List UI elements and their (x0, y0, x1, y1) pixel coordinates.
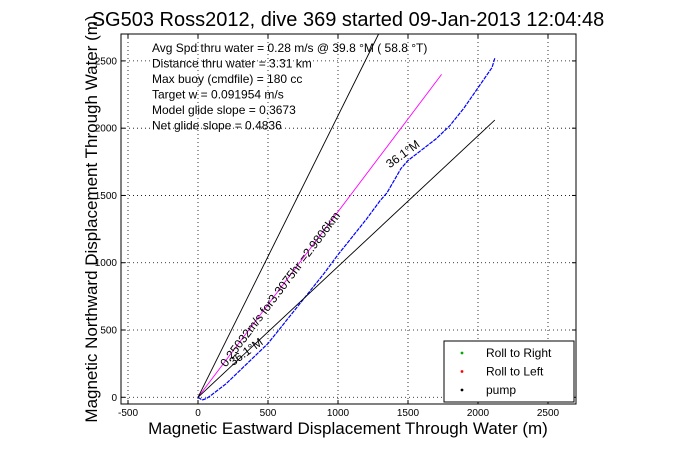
reference-line (197, 119, 496, 398)
y-tick-label: 1000 (95, 258, 118, 269)
info-line: Net glide slope = 0.4836 (152, 119, 282, 133)
x-tick-label: -500 (118, 408, 138, 419)
x-tick-label: 2500 (537, 408, 560, 419)
info-line: Target w = 0.091954 m/s (152, 88, 284, 102)
y-tick-labels: 0 500 1000 1500 2000 2500 (95, 56, 118, 403)
grid-lines (121, 34, 576, 404)
legend-marker (460, 351, 464, 355)
x-tick-label: 2000 (467, 408, 490, 419)
reference-line (197, 74, 442, 398)
legend-marker (460, 370, 464, 373)
info-line: Model glide slope = 0.3673 (152, 103, 296, 117)
legend-entry-label: Roll to Left (486, 365, 544, 379)
info-line: Max buoy (cmdfile) = 180 cc (152, 72, 302, 86)
info-block: Avg Spd thru water = 0.28 m/s @ 39.8 °M … (152, 41, 427, 133)
plot-frame (120, 33, 577, 405)
track-line (197, 58, 496, 401)
y-axis-label: Magnetic Northward Displacement Through … (82, 15, 101, 422)
x-axis-label: Magnetic Eastward Displacement Through W… (148, 419, 548, 438)
y-tick-label: 2000 (95, 124, 118, 135)
y-tick-label: 0 (111, 393, 117, 404)
legend-entry-label: pump (486, 383, 516, 397)
info-line: Distance thru water = 3.31 km (152, 57, 312, 71)
y-tick-label: 2500 (95, 56, 118, 67)
y-tick-label: 500 (100, 326, 117, 337)
info-line: Avg Spd thru water = 0.28 m/s @ 39.8 °M … (152, 41, 427, 55)
legend-entry-label: Roll to Right (486, 346, 552, 360)
x-tick-label: 0 (195, 408, 201, 419)
chart-title: SG503 Ross2012, dive 369 started 09-Jan-… (92, 9, 605, 31)
tick-marks (121, 34, 576, 404)
y-tick-label: 1500 (95, 191, 118, 202)
legend-box (443, 340, 575, 403)
x-tick-label: 1500 (397, 408, 420, 419)
x-tick-labels: -500 0 500 1000 1500 2000 2500 (118, 408, 560, 419)
x-tick-label: 1000 (327, 408, 350, 419)
legend: Roll to Right Roll to Left pump (443, 340, 575, 403)
x-tick-label: 500 (260, 408, 277, 419)
series-group (197, 33, 496, 401)
legend-marker (460, 388, 464, 392)
reference-line (197, 33, 380, 398)
